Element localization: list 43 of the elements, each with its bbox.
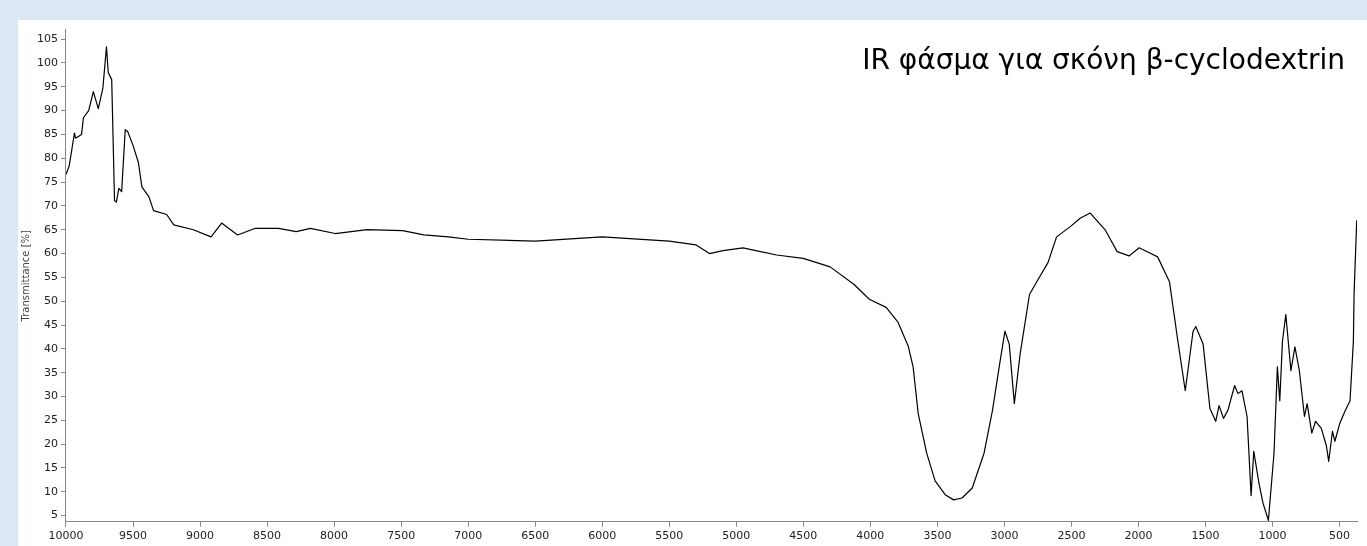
y-tick-label: 55: [44, 270, 58, 284]
x-tick-label: 8000: [320, 529, 349, 543]
x-tick-label: 6500: [521, 529, 550, 543]
y-tick-label: 50: [44, 294, 58, 308]
x-tick-label: 4000: [856, 529, 885, 543]
x-tick-label: 6000: [588, 529, 617, 543]
y-tick-label: 90: [44, 103, 58, 117]
y-tick-label: 5: [51, 508, 58, 522]
x-tick-label: 2000: [1124, 529, 1153, 543]
y-tick-label: 105: [37, 31, 58, 45]
x-tick-label: 8500: [253, 529, 282, 543]
y-tick-label: 95: [44, 79, 58, 93]
x-tick-label: 1000: [1258, 529, 1287, 543]
text: IR φάσμα για σκόνη β-cyclodextrin: [862, 43, 1345, 77]
x-tick-label: 4500: [789, 529, 818, 543]
x-tick-label: 9000: [186, 529, 215, 543]
y-tick-label: 65: [44, 222, 58, 236]
y-tick-label: 80: [44, 151, 58, 165]
y-tick-label: 75: [44, 174, 58, 188]
y-tick-label: 100: [37, 55, 58, 69]
x-tick-label: 10000: [48, 529, 84, 543]
x-tick-label: 7000: [454, 529, 483, 543]
y-tick-label: 45: [44, 317, 58, 331]
y-tick-label: 35: [44, 365, 58, 379]
x-tick-label: 3000: [990, 529, 1019, 543]
x-tick-label: 5000: [722, 529, 751, 543]
y-tick-label: 30: [44, 389, 58, 403]
x-tick-label: 5500: [655, 529, 684, 543]
x-tick-label: 2500: [1057, 529, 1086, 543]
y-tick-label: 60: [44, 246, 58, 260]
y-axis-title: Transmittance [%]: [19, 229, 31, 323]
y-tick-label: 85: [44, 127, 58, 141]
y-tick-label: 70: [44, 198, 58, 212]
x-tick-label: 500: [1329, 529, 1351, 543]
x-tick-label: 9500: [119, 529, 148, 543]
y-tick-label: 25: [44, 413, 58, 427]
x-tick-label: 7500: [387, 529, 416, 543]
y-tick-label: 20: [44, 436, 58, 450]
y-tick-label: 10: [44, 484, 58, 498]
y-tick-label: 15: [44, 460, 58, 474]
y-tick-label: 40: [44, 341, 58, 355]
x-tick-label: 3500: [923, 529, 952, 543]
x-tick-label: 1500: [1191, 529, 1220, 543]
